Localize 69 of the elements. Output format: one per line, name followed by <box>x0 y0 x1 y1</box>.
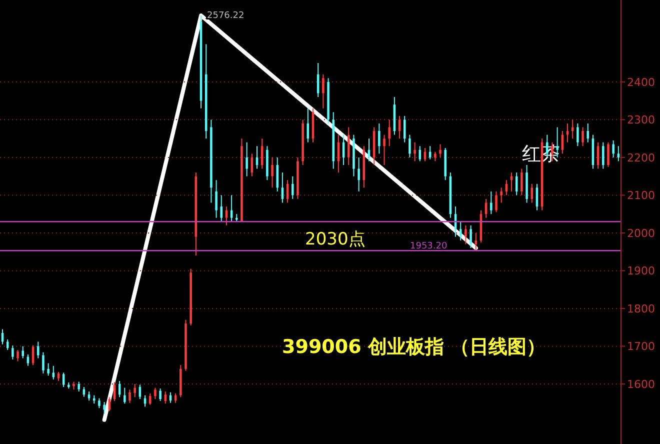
candlestick <box>138 384 142 400</box>
y-tick-label: 2200 <box>627 151 655 164</box>
candlestick <box>439 144 442 158</box>
candlestick <box>154 387 156 400</box>
candlestick <box>378 122 380 154</box>
candlestick <box>103 402 106 415</box>
candlestick <box>520 168 523 196</box>
candlestick <box>164 391 167 404</box>
candlestick <box>607 142 610 168</box>
ref-line-label: 1953.20 <box>410 242 448 252</box>
candlestick <box>128 389 131 404</box>
text: 399006 创业板指 （日线图） <box>282 336 546 358</box>
candlestick <box>78 381 80 392</box>
candlestick <box>47 362 50 376</box>
candlestick <box>98 398 100 409</box>
candlestick <box>6 338 9 350</box>
candlestick <box>500 187 502 204</box>
candlestick <box>388 119 390 147</box>
candlestick <box>322 74 324 109</box>
candlestick <box>134 383 136 398</box>
candlestick <box>602 142 604 170</box>
annotation: 2576.22 <box>207 11 244 21</box>
candlestick <box>246 142 248 177</box>
candlestick <box>271 156 274 188</box>
y-tick-label: 1800 <box>627 302 655 316</box>
candlestick <box>348 126 350 166</box>
candlestick <box>576 122 579 147</box>
candlestick <box>292 176 294 200</box>
y-tick-label: 1600 <box>627 378 655 391</box>
candlestick <box>617 146 620 162</box>
candlestick <box>582 126 584 147</box>
candlestick <box>571 119 574 140</box>
y-tick-label: 1700 <box>627 340 655 354</box>
candlestick <box>42 352 44 374</box>
candlestick <box>383 134 386 166</box>
candlestick <box>220 194 222 222</box>
candlestick <box>414 142 416 162</box>
candlestick <box>22 346 24 359</box>
candlestick <box>88 391 90 402</box>
candlestick <box>16 349 19 362</box>
candlestick <box>490 190 492 215</box>
candlestick <box>530 183 533 204</box>
candlestick <box>495 190 498 213</box>
ref-line-label: 2030点 <box>305 230 366 250</box>
candlestick <box>586 122 589 143</box>
candlestick <box>57 371 60 382</box>
y-tick-label: 1900 <box>627 264 655 278</box>
candlestick <box>566 122 569 143</box>
candlestick <box>434 151 436 162</box>
y-tick-label: 2000 <box>627 226 655 240</box>
candlestick <box>113 382 116 402</box>
candlestick <box>408 134 411 158</box>
y-tick-label: 2100 <box>627 189 655 202</box>
candlestick <box>612 140 614 158</box>
candlestick <box>276 156 278 192</box>
candlestick <box>159 388 162 402</box>
candlestick <box>281 172 284 204</box>
candlestick <box>12 344 14 360</box>
candlestick <box>37 341 40 359</box>
y-tick-label: 2400 <box>627 76 655 89</box>
candlestick <box>484 198 488 218</box>
candlestick <box>215 180 218 218</box>
candlestick <box>474 232 478 252</box>
candlestick <box>470 224 472 249</box>
candlestick <box>124 387 126 404</box>
candlestick <box>464 224 467 245</box>
y-tick-label: 2300 <box>627 114 655 127</box>
candlestick <box>358 156 360 192</box>
candlestick <box>398 115 401 140</box>
